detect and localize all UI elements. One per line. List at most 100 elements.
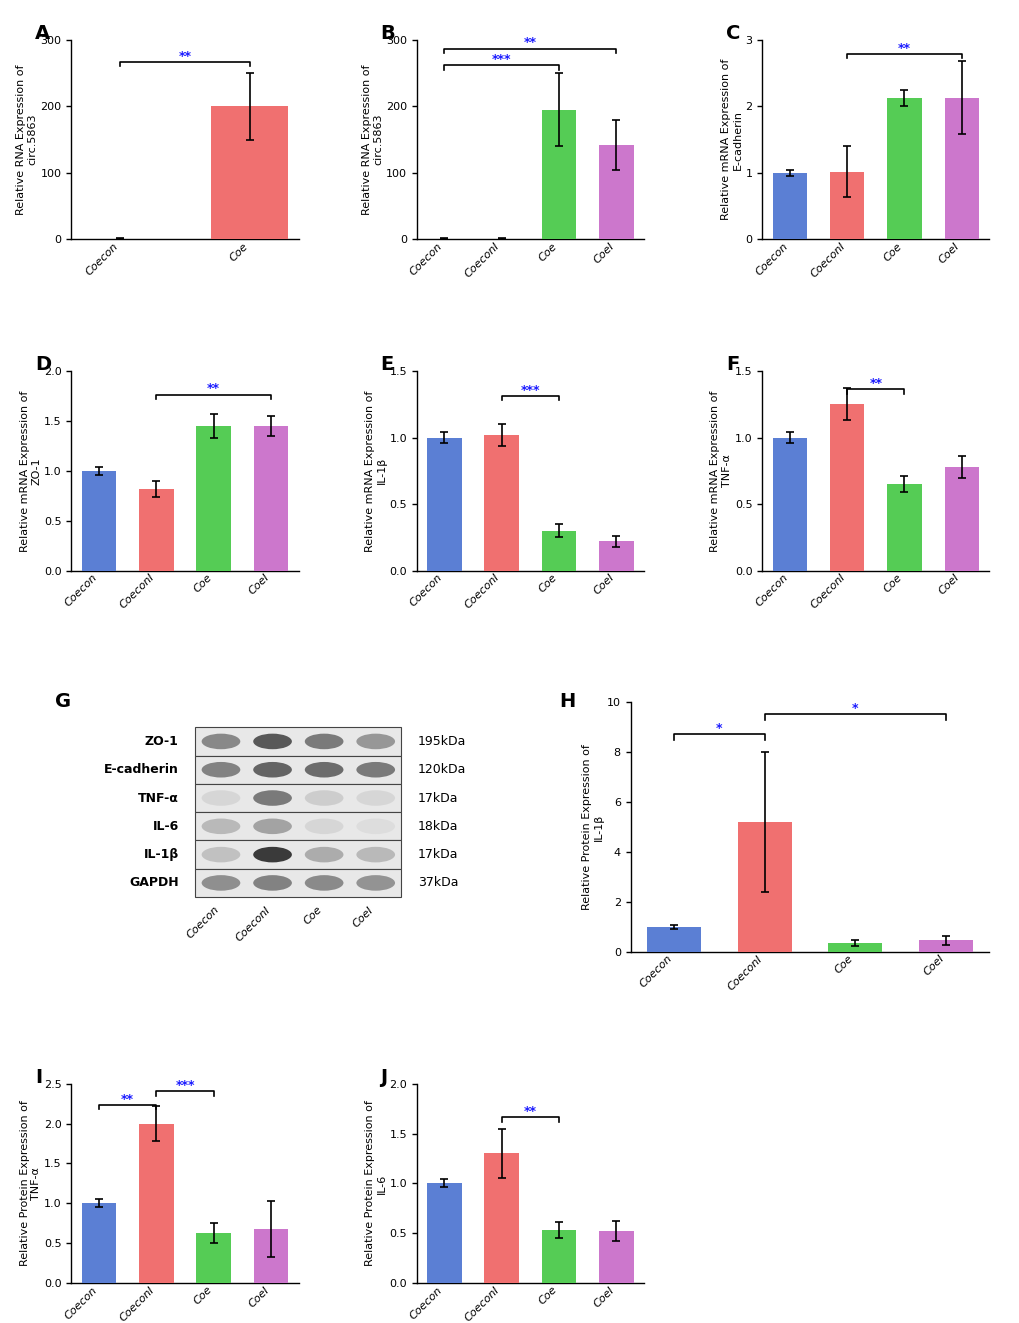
Text: GAPDH: GAPDH [129, 876, 178, 889]
Text: *: * [715, 722, 721, 736]
Bar [599, 541, 633, 570]
Ellipse shape [253, 762, 291, 778]
Text: A: A [35, 24, 50, 42]
Bar [829, 405, 863, 570]
Text: 17kDa: 17kDa [418, 791, 459, 804]
Text: *: * [851, 703, 858, 716]
Bar [918, 941, 972, 953]
Bar [541, 531, 576, 570]
Bar [197, 1233, 230, 1283]
Bar [211, 106, 288, 239]
Text: **: ** [868, 377, 881, 390]
Ellipse shape [253, 819, 291, 833]
Text: **: ** [121, 1093, 135, 1106]
Bar [195, 840, 401, 869]
Text: ***: *** [491, 53, 511, 66]
Bar [771, 438, 806, 570]
Text: IL-1β: IL-1β [144, 848, 178, 861]
Bar [737, 822, 791, 953]
Bar [195, 785, 401, 812]
Ellipse shape [202, 847, 240, 863]
Bar [829, 172, 863, 239]
Text: CoeconI: CoeconI [233, 905, 272, 943]
Text: G: G [55, 692, 71, 712]
Ellipse shape [356, 819, 394, 833]
Bar [139, 490, 173, 570]
Ellipse shape [356, 875, 394, 890]
Ellipse shape [253, 875, 291, 890]
Y-axis label: Relative Protein Expression of
TNF-α: Relative Protein Expression of TNF-α [19, 1101, 41, 1266]
Ellipse shape [305, 875, 343, 890]
Text: **: ** [524, 37, 536, 49]
Ellipse shape [202, 819, 240, 833]
Bar [427, 1184, 461, 1283]
Y-axis label: Relative mRNA Expression of
IL-1β: Relative mRNA Expression of IL-1β [365, 390, 386, 552]
Ellipse shape [253, 847, 291, 863]
Text: ***: *** [520, 384, 540, 397]
Ellipse shape [305, 847, 343, 863]
Text: ZO-1: ZO-1 [145, 736, 178, 747]
Bar [887, 484, 921, 570]
Text: F: F [726, 355, 739, 374]
Bar [427, 438, 461, 570]
Text: C: C [726, 24, 740, 42]
Bar [139, 1123, 173, 1283]
Text: **: ** [897, 42, 910, 54]
Ellipse shape [202, 875, 240, 890]
Bar [195, 812, 401, 840]
Ellipse shape [356, 762, 394, 778]
Ellipse shape [253, 734, 291, 749]
Bar [541, 110, 576, 239]
Bar [82, 471, 116, 570]
Bar [197, 426, 230, 570]
Text: 120kDa: 120kDa [418, 763, 466, 777]
Bar [254, 1229, 288, 1283]
Text: Coecon: Coecon [184, 905, 221, 941]
Text: I: I [35, 1068, 42, 1086]
Ellipse shape [305, 790, 343, 806]
Y-axis label: Relative RNA Expression of
circ.5863: Relative RNA Expression of circ.5863 [16, 65, 38, 214]
Bar [484, 1154, 519, 1283]
Ellipse shape [202, 762, 240, 778]
Bar [599, 1232, 633, 1283]
Ellipse shape [305, 734, 343, 749]
Bar [484, 435, 519, 570]
Ellipse shape [305, 819, 343, 833]
Text: D: D [35, 355, 51, 374]
Bar [541, 1230, 576, 1283]
Text: H: H [558, 692, 575, 712]
Text: B: B [380, 24, 394, 42]
Y-axis label: Relative mRNA Expression of
TNF-α: Relative mRNA Expression of TNF-α [710, 390, 732, 552]
Text: **: ** [178, 50, 192, 62]
Bar [195, 755, 401, 785]
Text: E-cadherin: E-cadherin [104, 763, 178, 777]
Text: J: J [380, 1068, 387, 1086]
Text: IL-6: IL-6 [152, 820, 178, 832]
Ellipse shape [253, 790, 291, 806]
Text: ***: *** [175, 1080, 195, 1091]
Text: Coe: Coe [302, 905, 324, 926]
Y-axis label: Relative Protein Expression of
IL-6: Relative Protein Expression of IL-6 [365, 1101, 386, 1266]
Ellipse shape [305, 762, 343, 778]
Ellipse shape [202, 790, 240, 806]
Y-axis label: Relative mRNA Expression of
ZO-1: Relative mRNA Expression of ZO-1 [19, 390, 41, 552]
Bar [771, 173, 806, 239]
Y-axis label: Relative Protein Expression of
IL-1β: Relative Protein Expression of IL-1β [582, 745, 603, 910]
Text: 195kDa: 195kDa [418, 736, 466, 747]
Ellipse shape [356, 847, 394, 863]
Text: **: ** [207, 382, 220, 396]
Bar [82, 1204, 116, 1283]
Ellipse shape [202, 734, 240, 749]
Bar [599, 146, 633, 239]
Text: **: ** [524, 1105, 536, 1118]
Bar [944, 98, 978, 239]
Bar [944, 467, 978, 570]
Ellipse shape [356, 790, 394, 806]
Bar [254, 426, 288, 570]
Text: TNF-α: TNF-α [138, 791, 178, 804]
Bar [195, 728, 401, 755]
Ellipse shape [356, 734, 394, 749]
Bar [195, 869, 401, 897]
Y-axis label: Relative mRNA Expression of
E-cadherin: Relative mRNA Expression of E-cadherin [720, 58, 742, 220]
Bar [646, 927, 701, 953]
